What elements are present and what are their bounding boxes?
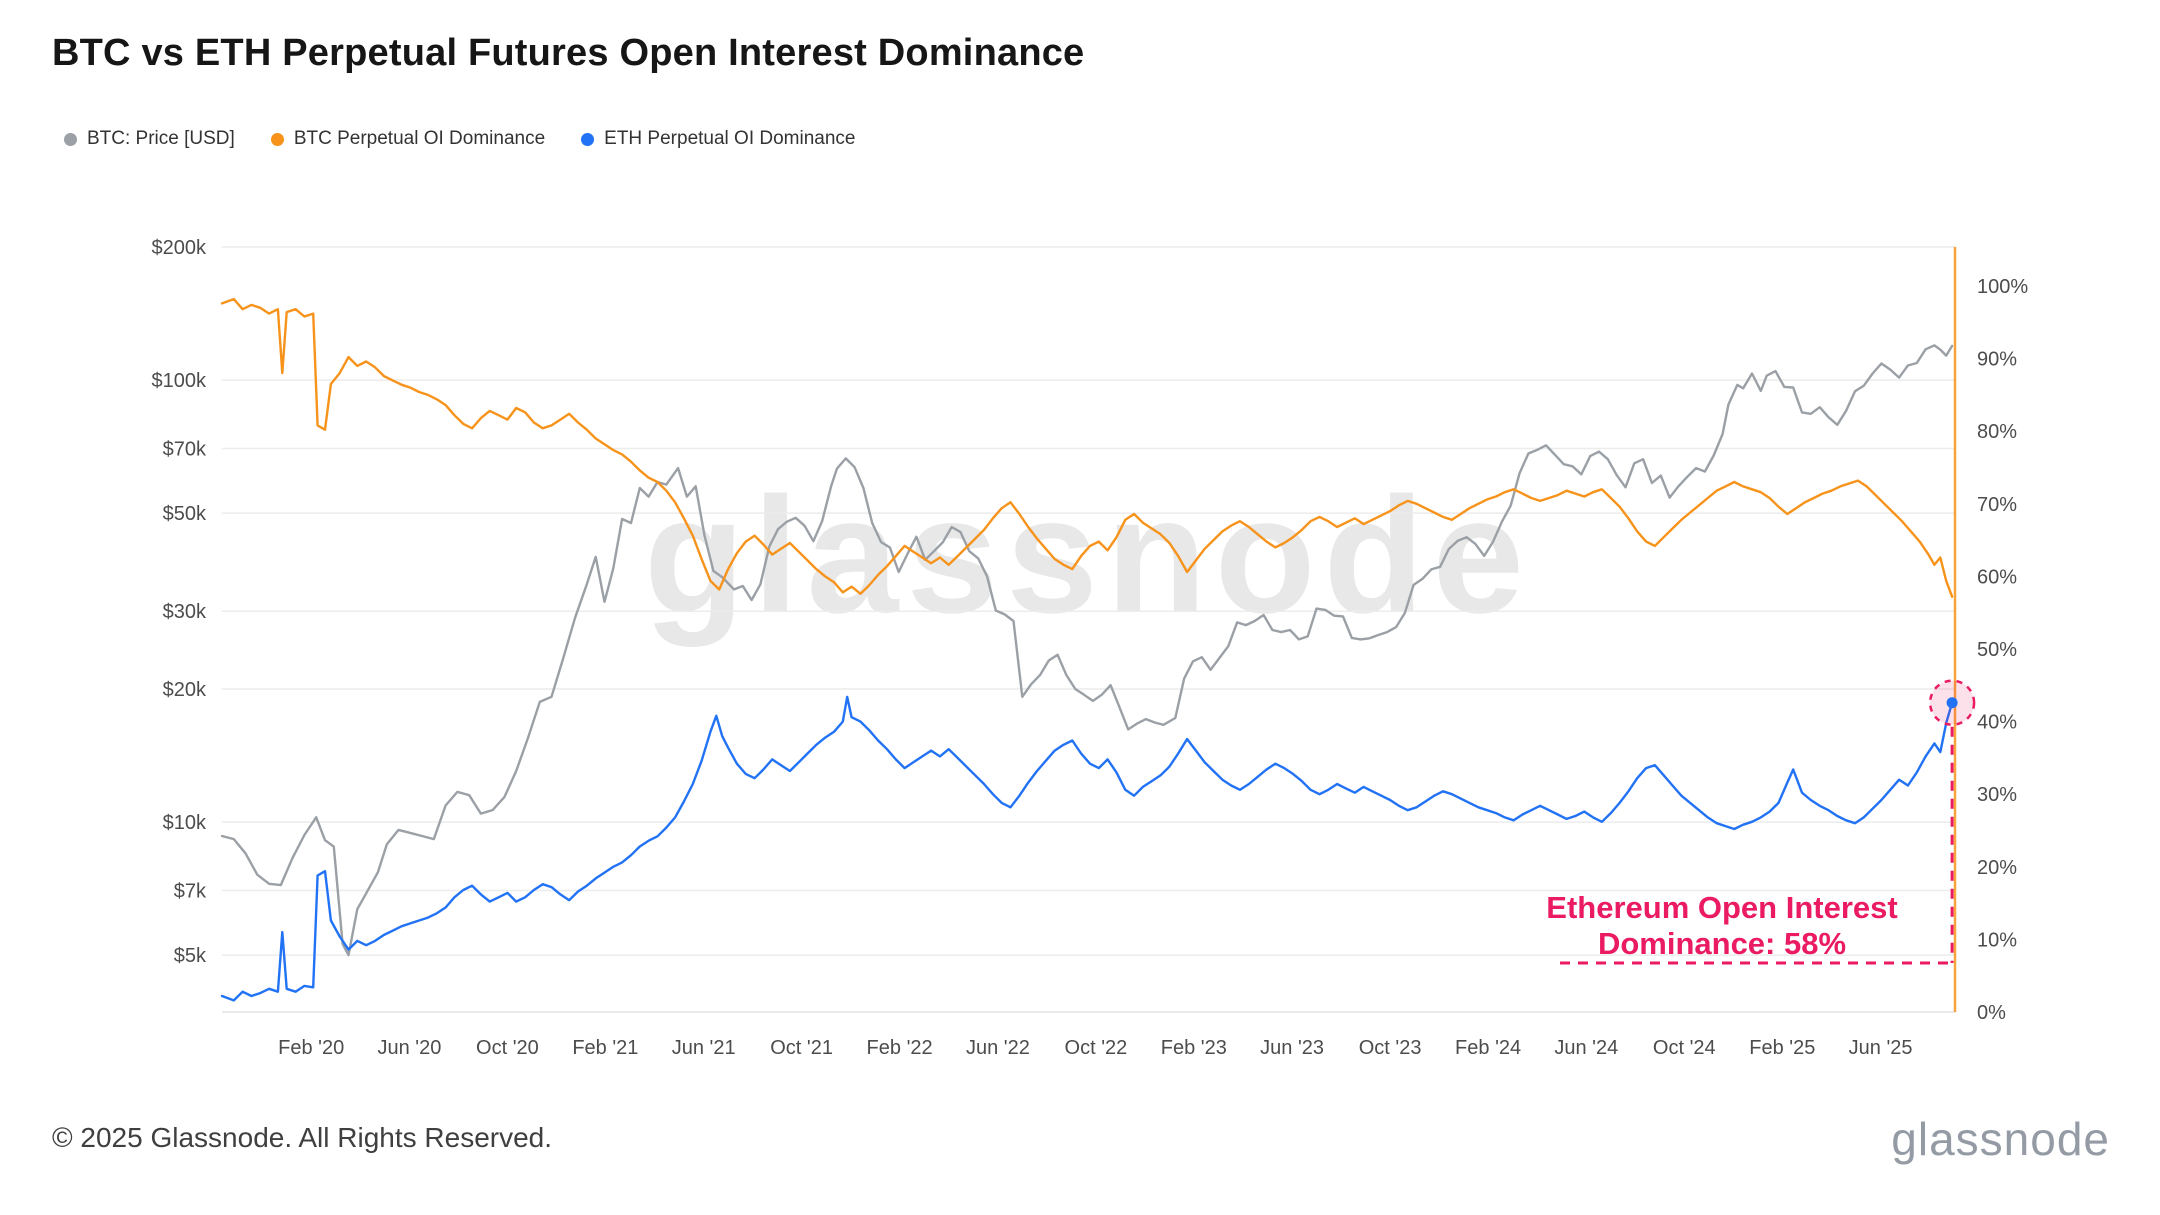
series-line-eth-perpetual-oi-dominance[interactable]	[220, 695, 1954, 1002]
y-axis-left-tick-label: $20k	[163, 679, 207, 701]
legend-label-btc-price: BTC: Price [USD]	[87, 128, 235, 149]
x-axis-tick-label: Jun '23	[1260, 1037, 1324, 1059]
chart-legend: BTC: Price [USD] BTC Perpetual OI Domina…	[64, 128, 856, 150]
page-title: BTC vs ETH Perpetual Futures Open Intere…	[52, 32, 1085, 74]
eth-oi-annotation: Ethereum Open Interest Dominance: 58%	[1512, 890, 1932, 962]
y-axis-right-tick-label: 50%	[1977, 639, 2017, 661]
annotation-line2: Dominance: 58%	[1597, 925, 1847, 961]
x-axis-tick-label: Feb '20	[278, 1037, 344, 1059]
x-axis-tick-label: Oct '20	[476, 1037, 539, 1059]
x-axis-tick-label: Oct '24	[1653, 1037, 1716, 1059]
y-axis-right-tick-label: 40%	[1977, 712, 2017, 734]
y-axis-right-tick-label: 100%	[1977, 276, 2028, 298]
annotation-callout	[1560, 679, 1976, 965]
glassnode-logo: glassnode	[1891, 1113, 2110, 1165]
x-axis-tick-label: Jun '25	[1849, 1037, 1913, 1059]
legend-item-btc-oi-dominance[interactable]: BTC Perpetual OI Dominance	[270, 128, 546, 150]
x-axis-tick-label: Feb '21	[572, 1037, 638, 1059]
x-axis-tick-label: Jun '22	[966, 1037, 1030, 1059]
y-axis-right-tick-label: 90%	[1977, 349, 2017, 371]
y-axis-left: $200k $100k $70k $50k $30k $20k $10k $7k $5k	[152, 237, 207, 967]
x-axis-tick-label: Feb '23	[1161, 1037, 1227, 1059]
y-axis-right-tick-label: 0%	[1977, 1002, 2006, 1024]
legend-item-eth-oi-dominance[interactable]: ETH Perpetual OI Dominance	[581, 128, 856, 150]
y-axis-right-tick-label: 80%	[1977, 421, 2017, 443]
series-line-btc-perpetual-oi-dominance[interactable]	[220, 297, 1954, 598]
y-axis-left-tick-label: $10k	[163, 812, 207, 834]
x-axis-tick-label: Feb '24	[1455, 1037, 1521, 1059]
y-axis-left-tick-label: $5k	[174, 945, 207, 967]
y-axis-left-tick-label: $70k	[163, 439, 207, 461]
y-axis-right: 0% 10% 20% 30% 40% 50% 60% 70% 80% 90% 100%	[1977, 276, 2028, 1024]
x-axis-tick-label: Feb '22	[867, 1037, 933, 1059]
x-axis: Feb '20 Jun '20 Oct '20 Feb '21 Jun '21 Oct '…	[278, 1037, 1912, 1059]
y-axis-right-tick-label: 10%	[1977, 929, 2017, 951]
y-axis-right-tick-label: 30%	[1977, 784, 2017, 806]
legend-dot-btc-oi-icon	[270, 132, 284, 146]
y-axis-right-tick-label: 20%	[1977, 857, 2017, 879]
series-lines	[220, 297, 1954, 1002]
y-axis-left-tick-label: $30k	[163, 601, 207, 623]
legend-label-eth-oi: ETH Perpetual OI Dominance	[604, 128, 856, 149]
y-axis-left-tick-label: $50k	[163, 503, 207, 525]
y-axis-right-tick-label: 70%	[1977, 494, 2017, 516]
eth-last-point-dot	[1946, 697, 1958, 709]
y-axis-right-tick-label: 60%	[1977, 566, 2017, 588]
x-axis-tick-label: Oct '22	[1065, 1037, 1128, 1059]
annotation-line1: Ethereum Open Interest	[1546, 890, 1898, 925]
legend-label-btc-oi: BTC Perpetual OI Dominance	[293, 128, 546, 149]
x-axis-tick-label: Jun '21	[672, 1037, 736, 1059]
legend-dot-btc-price-icon	[64, 132, 77, 146]
series-line-btc-price-usd[interactable]	[220, 344, 1954, 957]
legend-item-btc-price[interactable]: BTC: Price [USD]	[64, 128, 235, 150]
gridlines	[222, 246, 1955, 1013]
x-axis-tick-label: Oct '21	[770, 1037, 833, 1059]
glassnode-watermark: glassnode	[644, 463, 1532, 647]
copyright-text: © 2025 Glassnode. All Rights Reserved.	[52, 1122, 553, 1153]
y-axis-left-tick-label: $7k	[174, 881, 207, 903]
x-axis-tick-label: Jun '24	[1554, 1037, 1618, 1059]
y-axis-left-tick-label: $200k	[152, 237, 207, 259]
y-axis-left-tick-label: $100k	[152, 370, 207, 392]
x-axis-tick-label: Jun '20	[377, 1037, 441, 1059]
legend-dot-eth-oi-icon	[581, 132, 595, 146]
x-axis-tick-label: Feb '25	[1749, 1037, 1815, 1059]
x-axis-tick-label: Oct '23	[1359, 1037, 1422, 1059]
